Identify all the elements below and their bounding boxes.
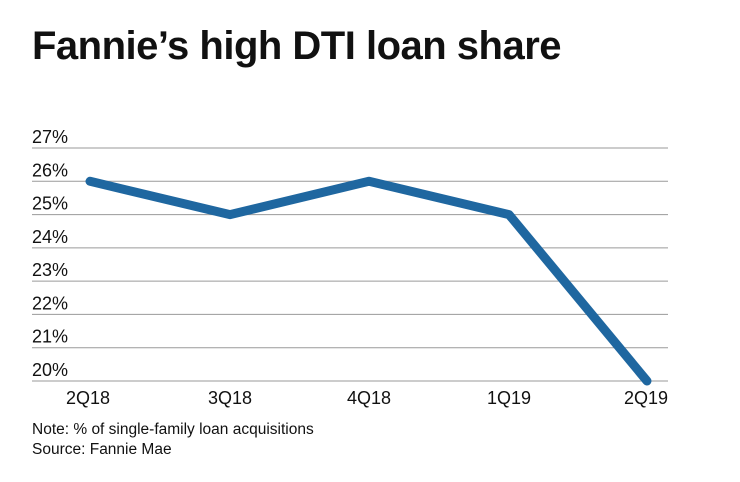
y-tick-label: 23% bbox=[32, 260, 68, 280]
y-tick-label: 20% bbox=[32, 360, 68, 380]
y-tick-label: 27% bbox=[32, 127, 68, 147]
x-tick-label: 2Q18 bbox=[66, 388, 110, 408]
x-tick-label: 1Q19 bbox=[487, 388, 531, 408]
y-tick-label: 25% bbox=[32, 194, 68, 214]
x-tick-label: 4Q18 bbox=[347, 388, 391, 408]
chart-notes: Note: % of single-family loan acquisitio… bbox=[32, 420, 314, 460]
y-tick-label: 24% bbox=[32, 227, 68, 247]
x-tick-label: 2Q19 bbox=[624, 388, 668, 408]
note-text: Note: % of single-family loan acquisitio… bbox=[32, 421, 314, 438]
chart-title: Fannie’s high DTI loan share bbox=[32, 24, 562, 68]
x-tick-label: 3Q18 bbox=[208, 388, 252, 408]
y-tick-label: 26% bbox=[32, 160, 68, 180]
y-tick-label: 21% bbox=[32, 327, 68, 347]
y-tick-label: 22% bbox=[32, 293, 68, 313]
source-text: Source: Fannie Mae bbox=[32, 441, 172, 458]
